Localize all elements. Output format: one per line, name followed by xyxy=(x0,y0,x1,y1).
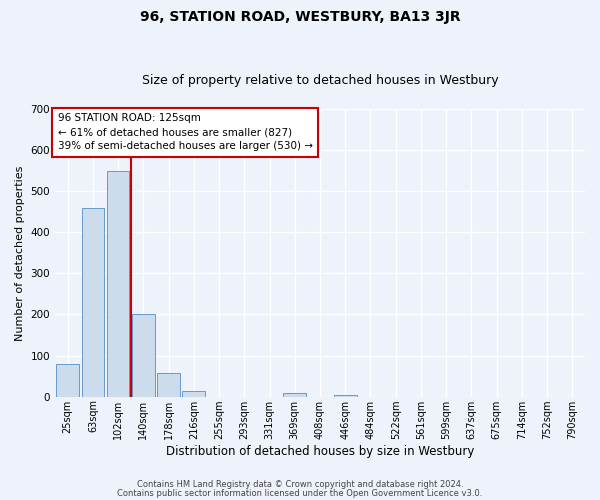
Text: 96, STATION ROAD, WESTBURY, BA13 3JR: 96, STATION ROAD, WESTBURY, BA13 3JR xyxy=(140,10,460,24)
Bar xyxy=(82,208,104,396)
Text: Contains public sector information licensed under the Open Government Licence v3: Contains public sector information licen… xyxy=(118,488,482,498)
Bar xyxy=(182,390,205,396)
Bar xyxy=(334,394,356,396)
Bar xyxy=(56,364,79,396)
Bar xyxy=(132,314,155,396)
X-axis label: Distribution of detached houses by size in Westbury: Distribution of detached houses by size … xyxy=(166,444,474,458)
Bar xyxy=(283,394,306,396)
Bar xyxy=(107,172,130,396)
Text: Contains HM Land Registry data © Crown copyright and database right 2024.: Contains HM Land Registry data © Crown c… xyxy=(137,480,463,489)
Title: Size of property relative to detached houses in Westbury: Size of property relative to detached ho… xyxy=(142,74,499,87)
Bar xyxy=(157,373,180,396)
Text: 96 STATION ROAD: 125sqm
← 61% of detached houses are smaller (827)
39% of semi-d: 96 STATION ROAD: 125sqm ← 61% of detache… xyxy=(58,114,313,152)
Y-axis label: Number of detached properties: Number of detached properties xyxy=(15,165,25,340)
